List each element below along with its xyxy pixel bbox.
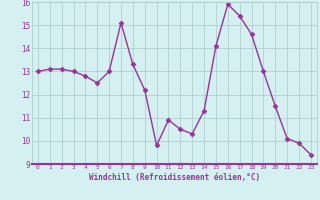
X-axis label: Windchill (Refroidissement éolien,°C): Windchill (Refroidissement éolien,°C) bbox=[89, 173, 260, 182]
